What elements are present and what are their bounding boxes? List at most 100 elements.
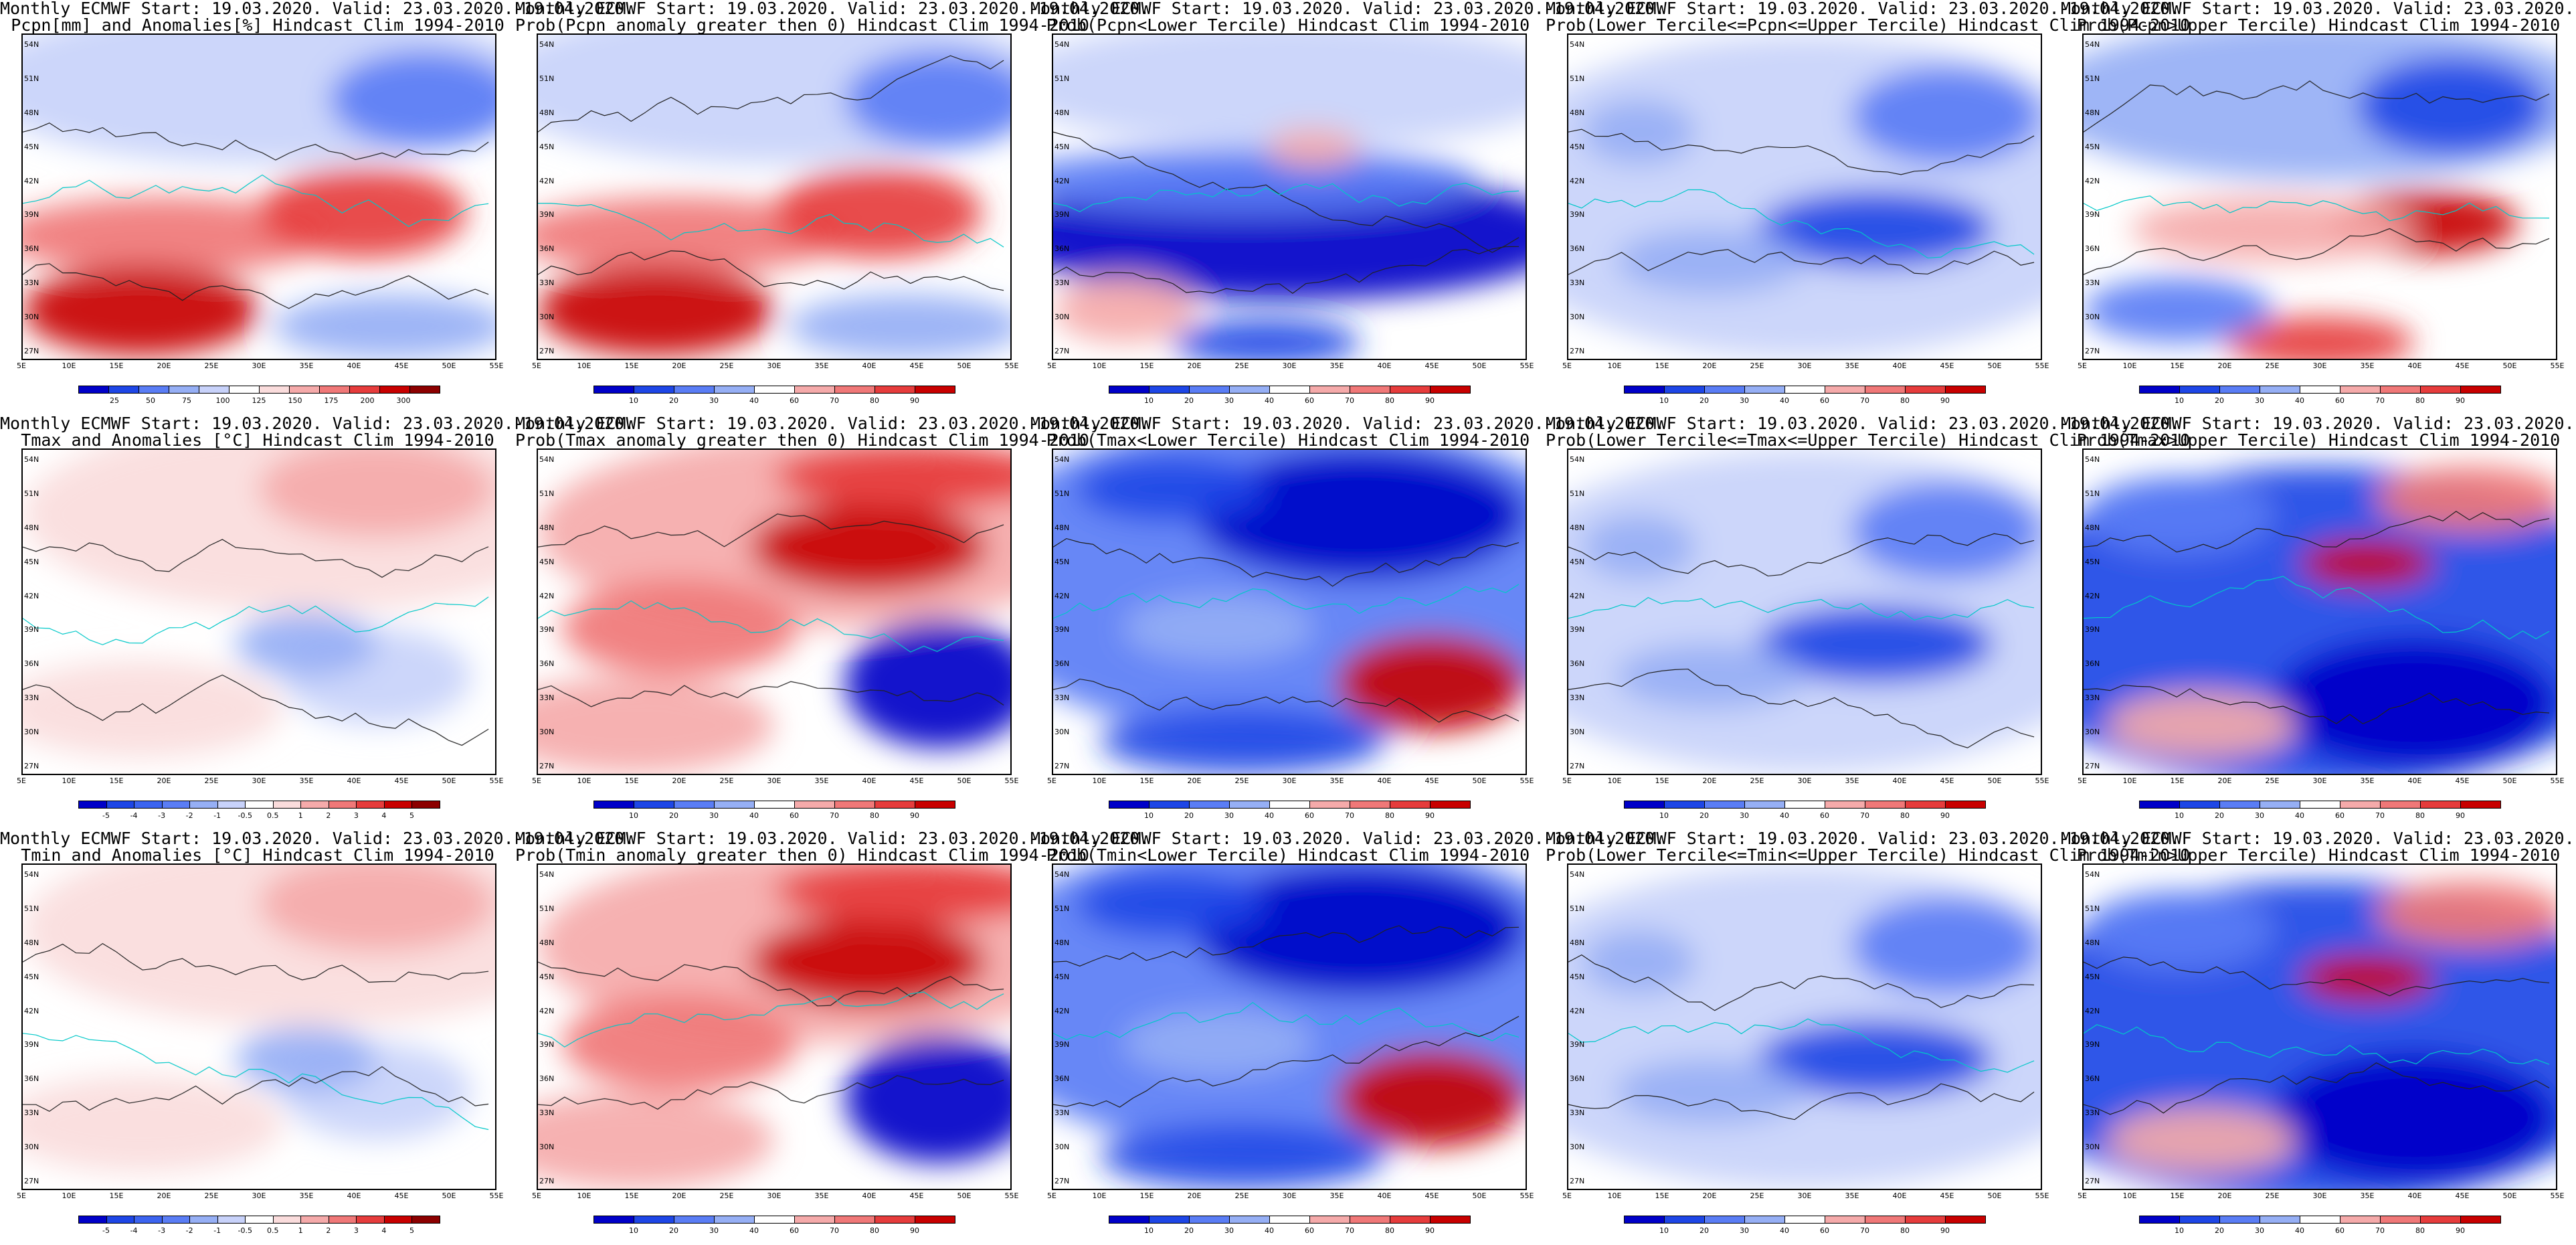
lon-tick-label: 10E — [577, 776, 591, 785]
lat-tick-label: 39N — [24, 625, 39, 635]
colorbar-segment — [593, 1216, 634, 1224]
colorbar-tick-label: 60 — [1820, 1226, 1829, 1235]
lon-tick-label: 35E — [1329, 776, 1344, 785]
lon-tick-label: 50E — [957, 776, 972, 785]
colorbar-segment — [1744, 386, 1785, 394]
colorbar-tick-label: 40 — [749, 811, 759, 820]
colorbar-segment — [2460, 386, 2501, 394]
colorbar-segment — [2340, 386, 2381, 394]
colorbar-segment — [1269, 801, 1310, 809]
colorbar-segment — [2300, 1216, 2340, 1224]
map-frame — [537, 33, 1012, 360]
lon-tick-label: 25E — [1750, 776, 1764, 785]
anomaly-region — [1582, 929, 1696, 995]
forecast-field — [2084, 35, 2556, 359]
lat-tick-label: 54N — [24, 40, 39, 49]
colorbar-tick-label: 10 — [629, 1226, 638, 1235]
anomaly-region — [774, 167, 982, 258]
colorbar-tick-label: 70 — [2375, 811, 2385, 820]
lon-tick-label: 5E — [1562, 1191, 1572, 1200]
lat-tick-label: 39N — [1054, 210, 1070, 220]
colorbar-segment — [169, 386, 199, 394]
lat-tick-label: 30N — [1054, 728, 1070, 737]
lon-tick-label: 5E — [2078, 361, 2087, 370]
colorbar-segment — [1945, 801, 1986, 809]
lon-tick-label: 10E — [62, 1191, 76, 1200]
lat-tick-label: 36N — [1570, 1074, 1585, 1084]
anomaly-region — [561, 579, 798, 677]
coastline — [23, 596, 489, 645]
contour-line — [1053, 678, 1520, 723]
lat-tick-label: 39N — [24, 1040, 39, 1050]
colorbar-tick-label: 70 — [830, 1226, 839, 1235]
lat-tick-label: 36N — [2085, 1074, 2100, 1084]
panel-title-line2: Prob(Tmin<Lower Tercile) Hindcast Clim 1… — [1046, 845, 1530, 865]
colorbar-tick-label: 30 — [709, 1226, 719, 1235]
colorbar-segment — [1269, 386, 1310, 394]
map-frame — [1052, 863, 1527, 1190]
colorbar-tick-label: 80 — [1900, 396, 1910, 405]
panel-title-line1: Monthly ECMWF Start: 19.03.2020. Valid: … — [1030, 414, 1665, 433]
lon-tick-label: 30E — [1797, 1191, 1812, 1200]
colorbar-segment — [245, 1216, 274, 1224]
lon-tick-label: 35E — [1845, 776, 1859, 785]
anomaly-region — [23, 197, 330, 275]
lon-tick-label: 15E — [624, 361, 639, 370]
colorbar-segment — [2300, 386, 2340, 394]
colorbar-segment — [139, 386, 169, 394]
lat-tick-label: 48N — [24, 523, 39, 532]
lon-tick-label: 25E — [1234, 1191, 1249, 1200]
lat-tick-label: 51N — [2085, 489, 2100, 498]
colorbar-segment — [356, 1216, 385, 1224]
colorbar-segment — [1704, 1216, 1745, 1224]
contour-line — [2084, 1062, 2550, 1115]
lon-tick-label: 25E — [204, 1191, 219, 1200]
colorbar-tick-label: 90 — [1940, 396, 1950, 405]
colorbar-segment — [245, 801, 274, 809]
lon-tick-label: 55E — [1004, 776, 1019, 785]
anomaly-region — [1336, 634, 1526, 732]
lat-tick-label: 45N — [24, 972, 39, 981]
lat-tick-label: 45N — [539, 142, 555, 151]
lon-tick-label: 40E — [347, 776, 361, 785]
lat-tick-label: 30N — [1054, 1143, 1070, 1152]
panel-title-line1: Monthly ECMWF Start: 19.03.2020. Valid: … — [2061, 829, 2576, 848]
coastline — [2084, 576, 2550, 640]
colorbar-segment — [2139, 386, 2180, 394]
lat-tick-label: 33N — [2085, 1108, 2100, 1118]
anomaly-region — [538, 264, 774, 356]
lon-tick-label: 55E — [2035, 776, 2049, 785]
colorbar: 10 20 30 40 60 70 80 90 — [1109, 386, 1471, 405]
contour-line — [538, 250, 1004, 291]
colorbar-segment — [674, 801, 715, 809]
map-frame — [1052, 33, 1527, 360]
colorbar-segment — [1945, 1216, 1986, 1224]
anomaly-region — [1851, 897, 2041, 995]
contour-line — [2084, 684, 2550, 724]
contour-line — [2084, 511, 2550, 553]
colorbar-segment — [328, 1216, 357, 1224]
contour-line — [1053, 1015, 1520, 1108]
colorbar-segment — [161, 801, 191, 809]
contour-line — [2084, 228, 2550, 275]
colorbar-tick-label: 90 — [2456, 811, 2465, 820]
lat-tick-label: 39N — [24, 210, 39, 220]
colorbar-segment — [674, 386, 715, 394]
colorbar-segment — [106, 1216, 135, 1224]
colorbar-segment — [199, 386, 229, 394]
contour-line — [23, 122, 489, 161]
colorbar-segment — [300, 1216, 329, 1224]
lon-tick-label: 5E — [2078, 776, 2087, 785]
lon-tick-label: 45E — [1940, 776, 1954, 785]
anomaly-region — [750, 501, 987, 592]
lon-tick-label: 5E — [1047, 776, 1056, 785]
anomaly-region — [1582, 514, 1696, 580]
lon-tick-label: 30E — [252, 776, 266, 785]
anomaly-region — [774, 450, 1010, 509]
colorbar-tick-label: 60 — [790, 811, 799, 820]
colorbar-tick-label: 60 — [790, 396, 799, 405]
anomaly-region — [1123, 595, 1313, 661]
lat-tick-label: 54N — [1570, 455, 1585, 464]
lon-tick-label: 10E — [1607, 361, 1622, 370]
colorbar-tick-label: 80 — [1900, 811, 1910, 820]
